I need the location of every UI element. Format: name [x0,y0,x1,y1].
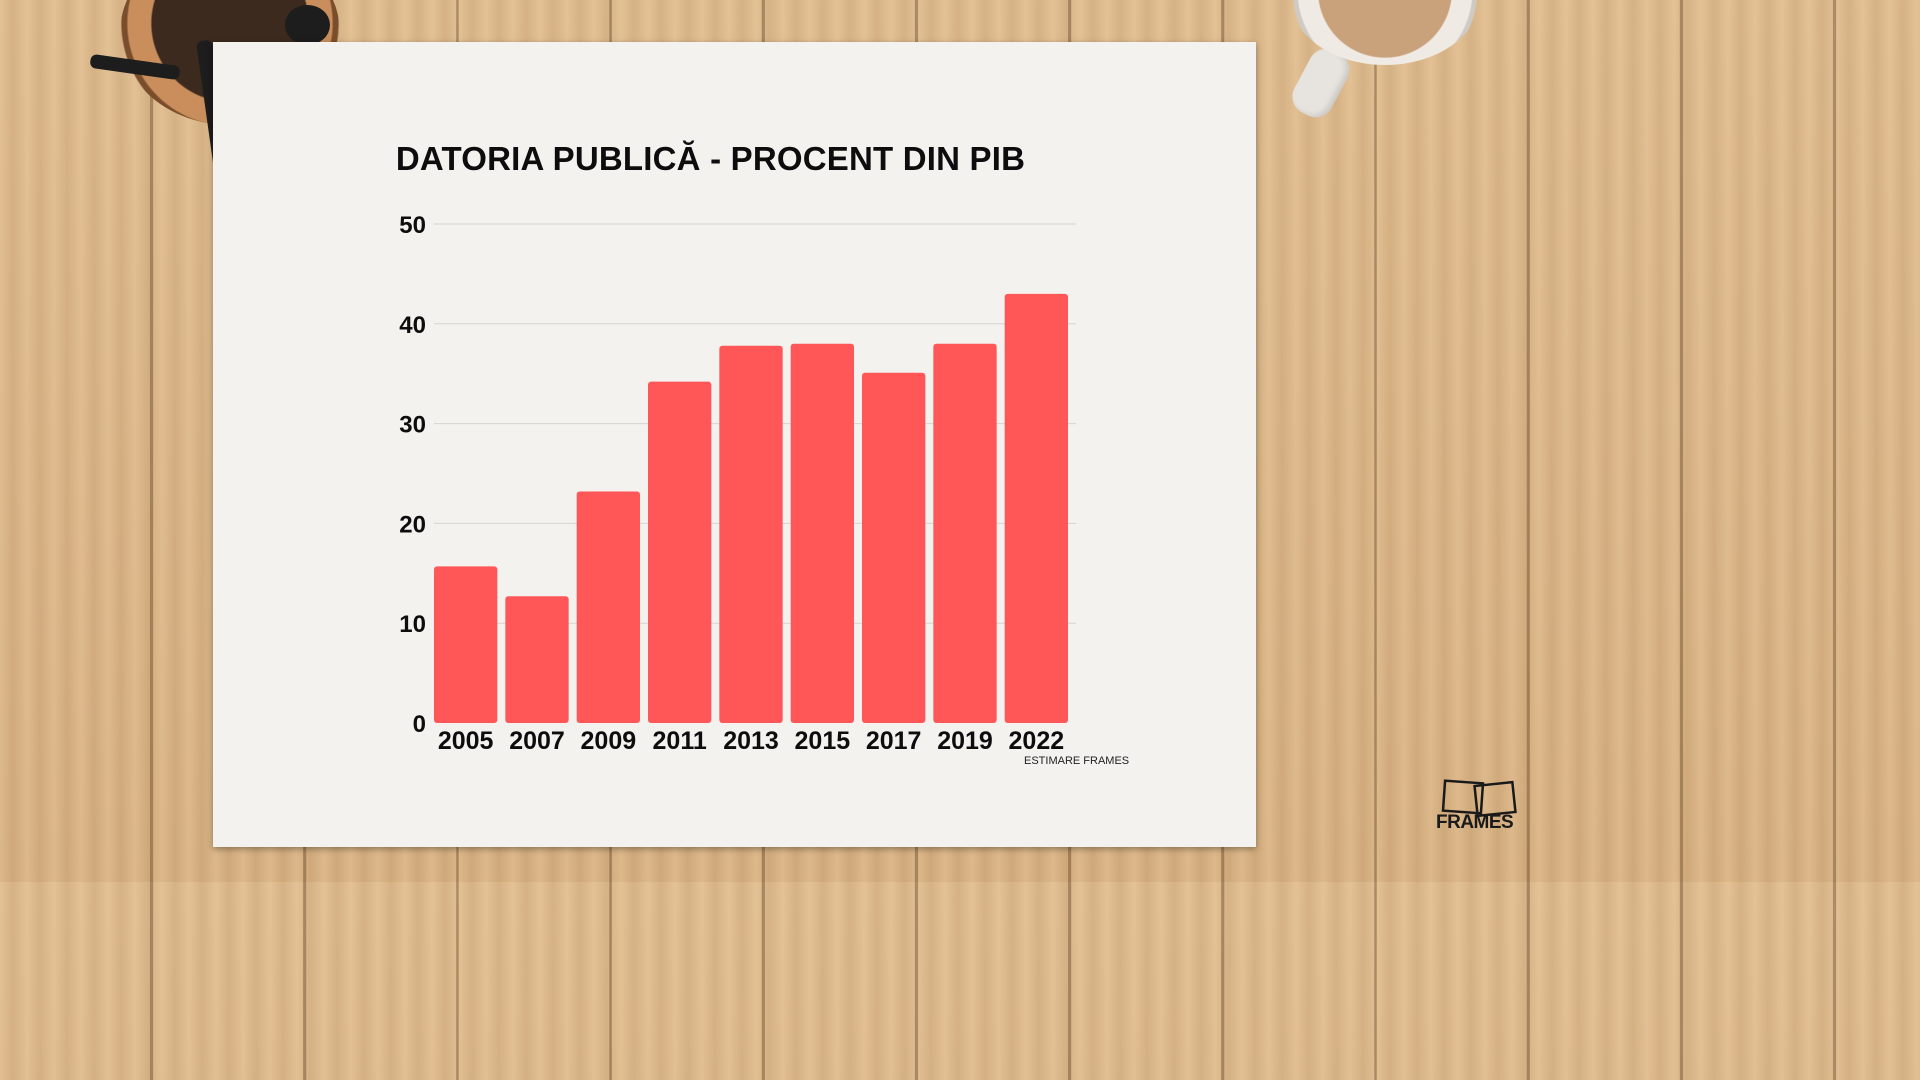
x-tick-label: 2022 [1009,727,1065,755]
bar-chart: 0 10 20 30 40 50 2005 2007 2009 2011 2013 2015 2017… [399,212,1076,755]
y-tick-label: 20 [399,511,426,538]
x-tick-label: 2013 [723,727,779,755]
frames-logo-icon [1441,779,1517,818]
bar-2009 [576,491,640,723]
bar-2005 [434,566,498,723]
y-axis-ticks: 0 10 20 30 40 50 [399,212,426,738]
y-tick-label: 40 [399,312,426,339]
y-tick-label: 0 [413,711,426,738]
x-tick-label: 2011 [653,727,707,755]
y-tick-label: 30 [399,412,426,439]
marker-cap-decoration [285,5,330,45]
x-tick-label: 2015 [795,727,851,755]
x-tick-label: 2017 [866,727,922,755]
bar-2015 [790,343,854,723]
x-tick-label: 2019 [937,727,993,755]
bar-2022 [1004,293,1068,723]
bar-2019 [933,343,997,723]
bar-2013 [719,345,783,723]
bar-2011 [648,381,712,723]
source-note: ESTIMARE FRAMES [1024,755,1130,767]
y-tick-label: 10 [399,611,426,638]
frames-logo-text: FRAMES [1436,812,1514,833]
y-tick-label: 50 [399,212,426,239]
x-tick-label: 2005 [438,727,494,755]
x-tick-label: 2007 [509,727,565,755]
bars [434,293,1068,723]
x-tick-label: 2009 [581,727,637,755]
bar-2007 [505,596,569,723]
x-axis-ticks: 2005 2007 2009 2011 2013 2015 2017 2019 2022 [438,727,1064,755]
bar-2017 [862,372,926,723]
chart-title: DATORIA PUBLICĂ - PROCENT DIN PIB [395,140,1026,177]
